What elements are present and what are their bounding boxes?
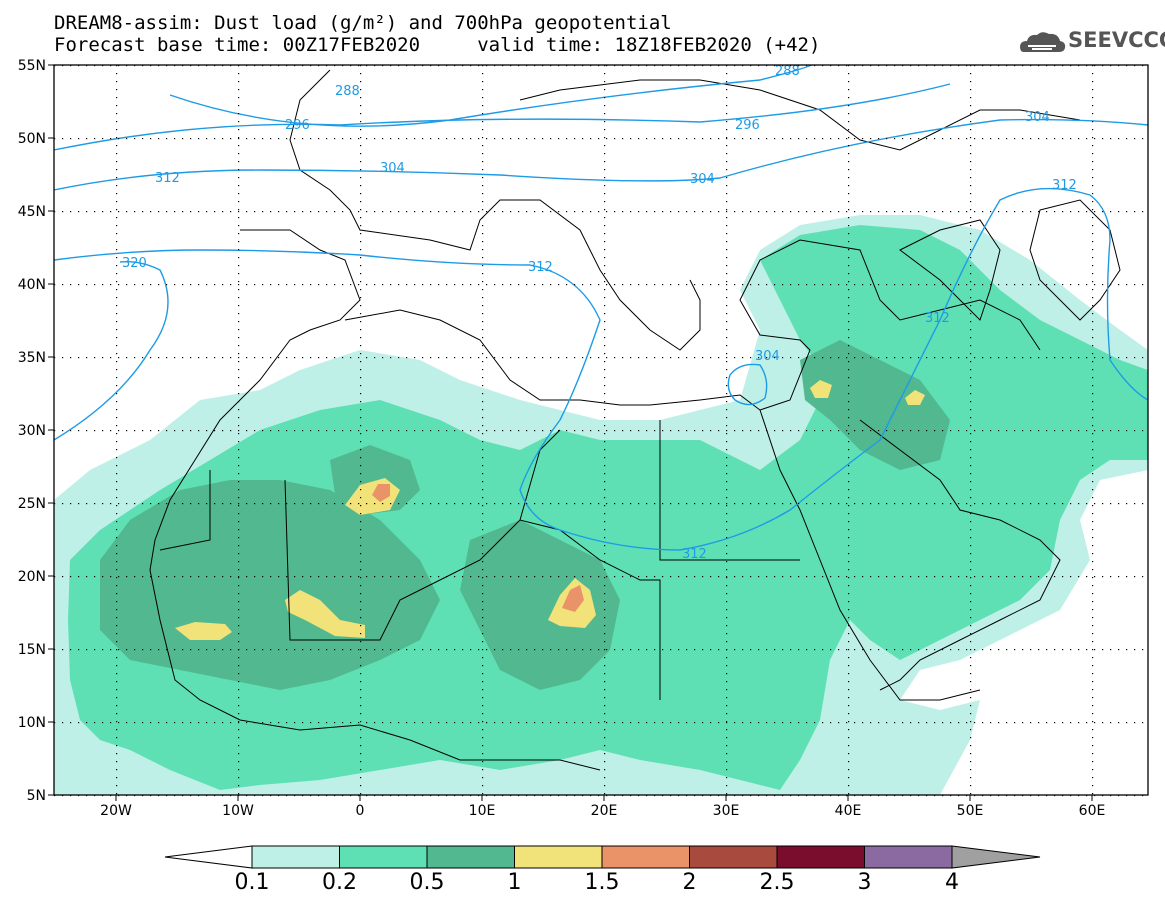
dust-band-1	[905, 390, 925, 405]
longitude-label: 10E	[469, 803, 496, 819]
latitude-label: 35N	[18, 350, 46, 366]
latitude-label: 55N	[18, 58, 46, 74]
graticule	[54, 65, 1144, 797]
colorbar-segment	[426, 845, 515, 869]
dust-band-1	[285, 590, 365, 638]
colorbar-tick-label: 0.1	[234, 870, 270, 895]
map-subtitle: Forecast base time: 00Z17FEB2020 valid t…	[54, 34, 821, 56]
colorbar-tick-label: 3	[857, 870, 872, 895]
contour-label: 320	[122, 256, 147, 271]
latitude-label: 15N	[18, 642, 46, 658]
contour-label: 296	[735, 118, 760, 133]
longitude-label: 20W	[100, 803, 132, 819]
longitude-label: 0	[356, 803, 365, 819]
contour-label: 296	[285, 118, 310, 133]
longitude-labels: 20W 10W 0 10E 20E 30E 40E 50E 60E	[100, 795, 1105, 819]
latitude-label: 5N	[27, 788, 46, 804]
dust-band-1-5	[562, 585, 584, 612]
dust-band-0-5	[460, 520, 620, 690]
colorbar-tick-label: 2.5	[759, 870, 795, 895]
geopotential-contours	[54, 65, 1148, 551]
longitude-label: 60E	[1079, 803, 1106, 819]
longitude-label: 50E	[957, 803, 984, 819]
colorbar-tick-label: 1.5	[584, 870, 620, 895]
colorbar-segment	[689, 845, 778, 869]
dust-band-1-5	[372, 484, 390, 502]
longitude-label: 30E	[713, 803, 740, 819]
colorbar-segment	[601, 845, 690, 869]
latitude-label: 50N	[18, 131, 46, 147]
contour-label: 304	[1025, 110, 1050, 125]
dust-band-0-5	[100, 480, 440, 690]
colorbar-high-arrow	[951, 845, 1041, 869]
contour-label: 312	[682, 547, 707, 562]
contour-label: 312	[1052, 178, 1077, 193]
colorbar-low-arrow	[164, 845, 253, 869]
map-title: DREAM8-assim: Dust load (g/m²) and 700hP…	[54, 12, 672, 34]
colorbar-tick-label: 2	[682, 870, 697, 895]
latitude-label: 25N	[18, 496, 46, 512]
colorbar-segment	[776, 845, 865, 869]
latitude-label: 45N	[18, 204, 46, 220]
cloud-logo-icon	[1020, 32, 1066, 52]
contour-label: 304	[690, 172, 715, 187]
contour-label: 312	[528, 260, 553, 275]
dust-band-0-5	[800, 340, 950, 470]
latitude-label: 40N	[18, 277, 46, 293]
longitude-label: 40E	[835, 803, 862, 819]
dust-band-1	[810, 380, 832, 398]
contour-label: 288	[335, 84, 360, 99]
colorbar-tick-label: 1	[507, 870, 522, 895]
contour-label: 288	[775, 64, 800, 79]
colorbar-segment	[864, 845, 953, 869]
colorbar	[164, 845, 1041, 869]
coastlines	[149, 69, 1121, 771]
colorbar-tick-label: 0.2	[322, 870, 357, 895]
contour-label: 304	[755, 349, 780, 364]
colorbar-tick-label: 0.5	[409, 870, 445, 895]
contour-label: 304	[380, 161, 405, 176]
longitude-label: 10W	[222, 803, 254, 819]
colorbar-segment	[514, 845, 603, 869]
longitude-label: 20E	[591, 803, 618, 819]
contour-label: 312	[155, 171, 180, 186]
latitude-label: 10N	[18, 715, 46, 731]
contour-label-hidden: 312	[925, 311, 950, 326]
latitude-label: 20N	[18, 569, 46, 585]
dust-band-1	[175, 622, 232, 640]
latitude-labels: 55N 50N 45N 40N 35N 30N 25N 20N 15N 10N 5N	[18, 58, 54, 804]
logo-text: SEEVCCC	[1068, 28, 1165, 52]
latitude-label: 30N	[18, 423, 46, 439]
colorbar-tick-label: 4	[945, 870, 959, 895]
colorbar-segment	[251, 845, 340, 869]
colorbar-segment	[339, 845, 428, 869]
